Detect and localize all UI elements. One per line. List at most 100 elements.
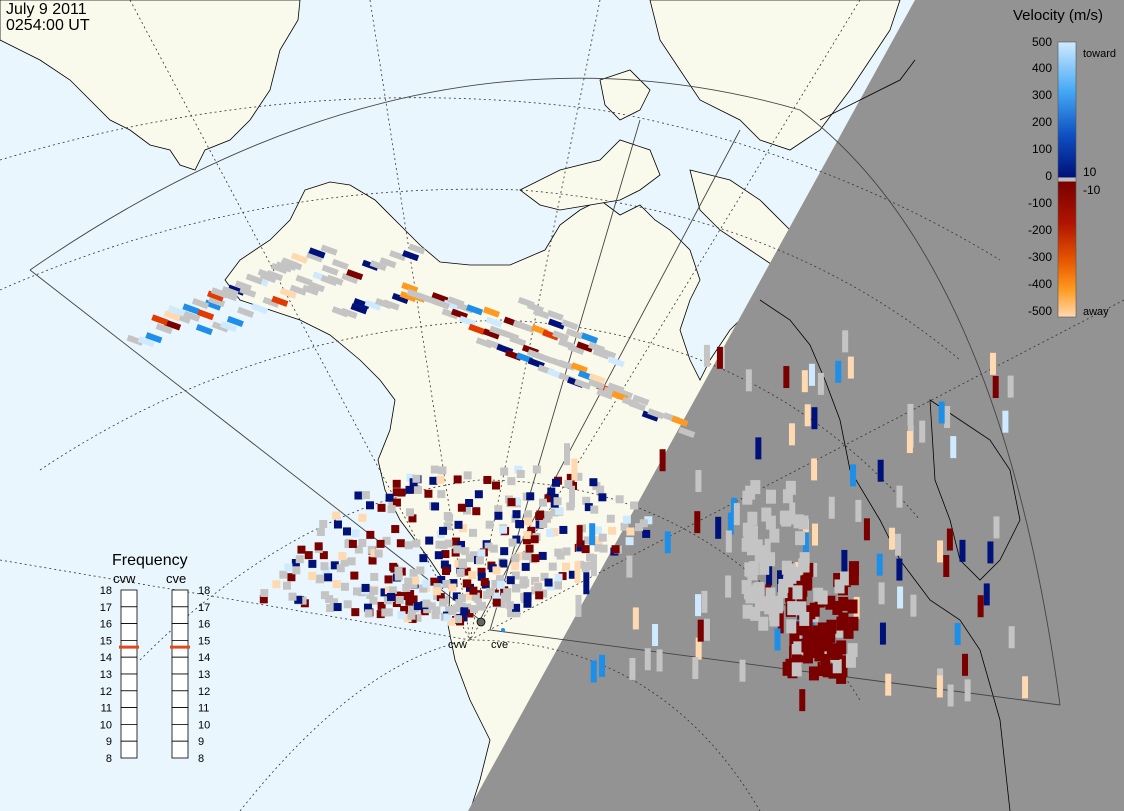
range-cell	[419, 584, 428, 593]
range-cell	[380, 588, 389, 597]
range-cell	[535, 352, 553, 364]
range-cell	[239, 286, 257, 298]
range-cell	[404, 541, 413, 550]
range-cell	[783, 366, 790, 389]
radar-site-label-cve: cve	[491, 639, 508, 651]
range-cell	[848, 616, 859, 631]
range-cell	[647, 408, 665, 420]
range-cell	[546, 528, 555, 537]
frequency-title: Frequency	[112, 552, 188, 569]
range-cell	[835, 360, 842, 383]
range-cell	[492, 566, 501, 575]
range-cell	[423, 605, 432, 614]
range-cell	[453, 545, 462, 554]
range-cell	[553, 581, 562, 590]
frequency-scale-cell	[120, 690, 138, 708]
range-cell	[320, 591, 329, 600]
frequency-scale-label: 14	[198, 652, 210, 664]
frequency-scale-label: 16	[198, 619, 210, 631]
range-cell	[522, 551, 531, 560]
range-cell	[379, 257, 397, 269]
range-cell	[989, 352, 996, 375]
colorbar-tick-label: -500	[1028, 304, 1052, 318]
range-cell	[789, 633, 800, 648]
range-cell	[554, 573, 563, 582]
range-cell	[284, 563, 293, 572]
range-cell	[343, 600, 352, 609]
range-cell	[527, 526, 536, 535]
range-cell	[195, 323, 213, 336]
range-cell	[598, 533, 607, 542]
range-cell	[553, 497, 562, 506]
range-cell	[785, 480, 796, 495]
range-cell	[769, 528, 780, 543]
range-cell	[369, 596, 378, 605]
range-cell	[659, 449, 666, 472]
range-cell	[889, 527, 896, 550]
range-cell	[694, 511, 701, 534]
range-cell	[409, 569, 418, 578]
range-cell	[455, 599, 464, 608]
range-cell	[855, 499, 862, 522]
range-cell	[515, 552, 524, 561]
range-cell	[484, 542, 493, 551]
range-cell	[639, 519, 648, 528]
range-cell	[781, 560, 792, 575]
frequency-scale-cell	[120, 656, 138, 675]
frequency-scale-label: 10	[100, 719, 112, 731]
range-cell	[348, 539, 357, 548]
range-cell	[346, 269, 364, 281]
range-cell	[598, 493, 607, 502]
range-cell	[808, 363, 815, 386]
range-cell	[656, 649, 663, 672]
range-cell	[564, 480, 573, 489]
frequency-scale-label: 11	[198, 703, 209, 715]
range-cell	[507, 498, 516, 507]
range-cell	[622, 515, 631, 524]
range-cell	[759, 596, 770, 611]
range-cell	[297, 545, 306, 554]
range-cell	[434, 551, 443, 560]
range-cell	[452, 592, 461, 601]
range-cell	[376, 610, 385, 619]
range-cell	[340, 307, 358, 319]
range-cell	[394, 566, 403, 575]
range-cell	[802, 532, 809, 555]
range-cell	[445, 513, 454, 522]
range-cell	[430, 577, 439, 586]
range-cell	[430, 465, 439, 474]
range-cell	[747, 566, 758, 581]
range-cell	[845, 653, 856, 668]
range-cell	[879, 622, 886, 645]
range-cell	[347, 557, 356, 566]
range-cell	[552, 478, 561, 487]
range-cell	[695, 637, 702, 660]
range-cell	[330, 561, 339, 570]
range-cell	[790, 566, 801, 581]
range-cell	[550, 528, 559, 537]
range-cell	[535, 591, 544, 600]
range-cell	[342, 527, 351, 536]
range-cell	[850, 464, 857, 487]
range-cell	[546, 309, 564, 321]
range-cell	[413, 485, 422, 494]
range-cell	[381, 608, 390, 617]
range-cell	[620, 522, 629, 531]
range-cell	[422, 599, 431, 608]
frequency-marker-cvw	[119, 645, 139, 649]
range-cell	[338, 552, 347, 561]
range-cell	[389, 562, 398, 571]
range-cell	[796, 601, 807, 616]
range-cell	[523, 599, 532, 608]
radar-sites: cvw cve	[448, 617, 508, 651]
range-cell	[462, 506, 471, 515]
range-cell	[506, 576, 515, 585]
range-cell	[783, 573, 794, 588]
range-cell	[550, 508, 559, 517]
range-cell	[440, 560, 449, 569]
range-cell	[703, 618, 710, 641]
frequency-scale-cell	[120, 606, 138, 624]
range-cell	[492, 598, 501, 607]
frequency-scale-label: 10	[198, 719, 210, 731]
range-cell	[500, 547, 509, 556]
